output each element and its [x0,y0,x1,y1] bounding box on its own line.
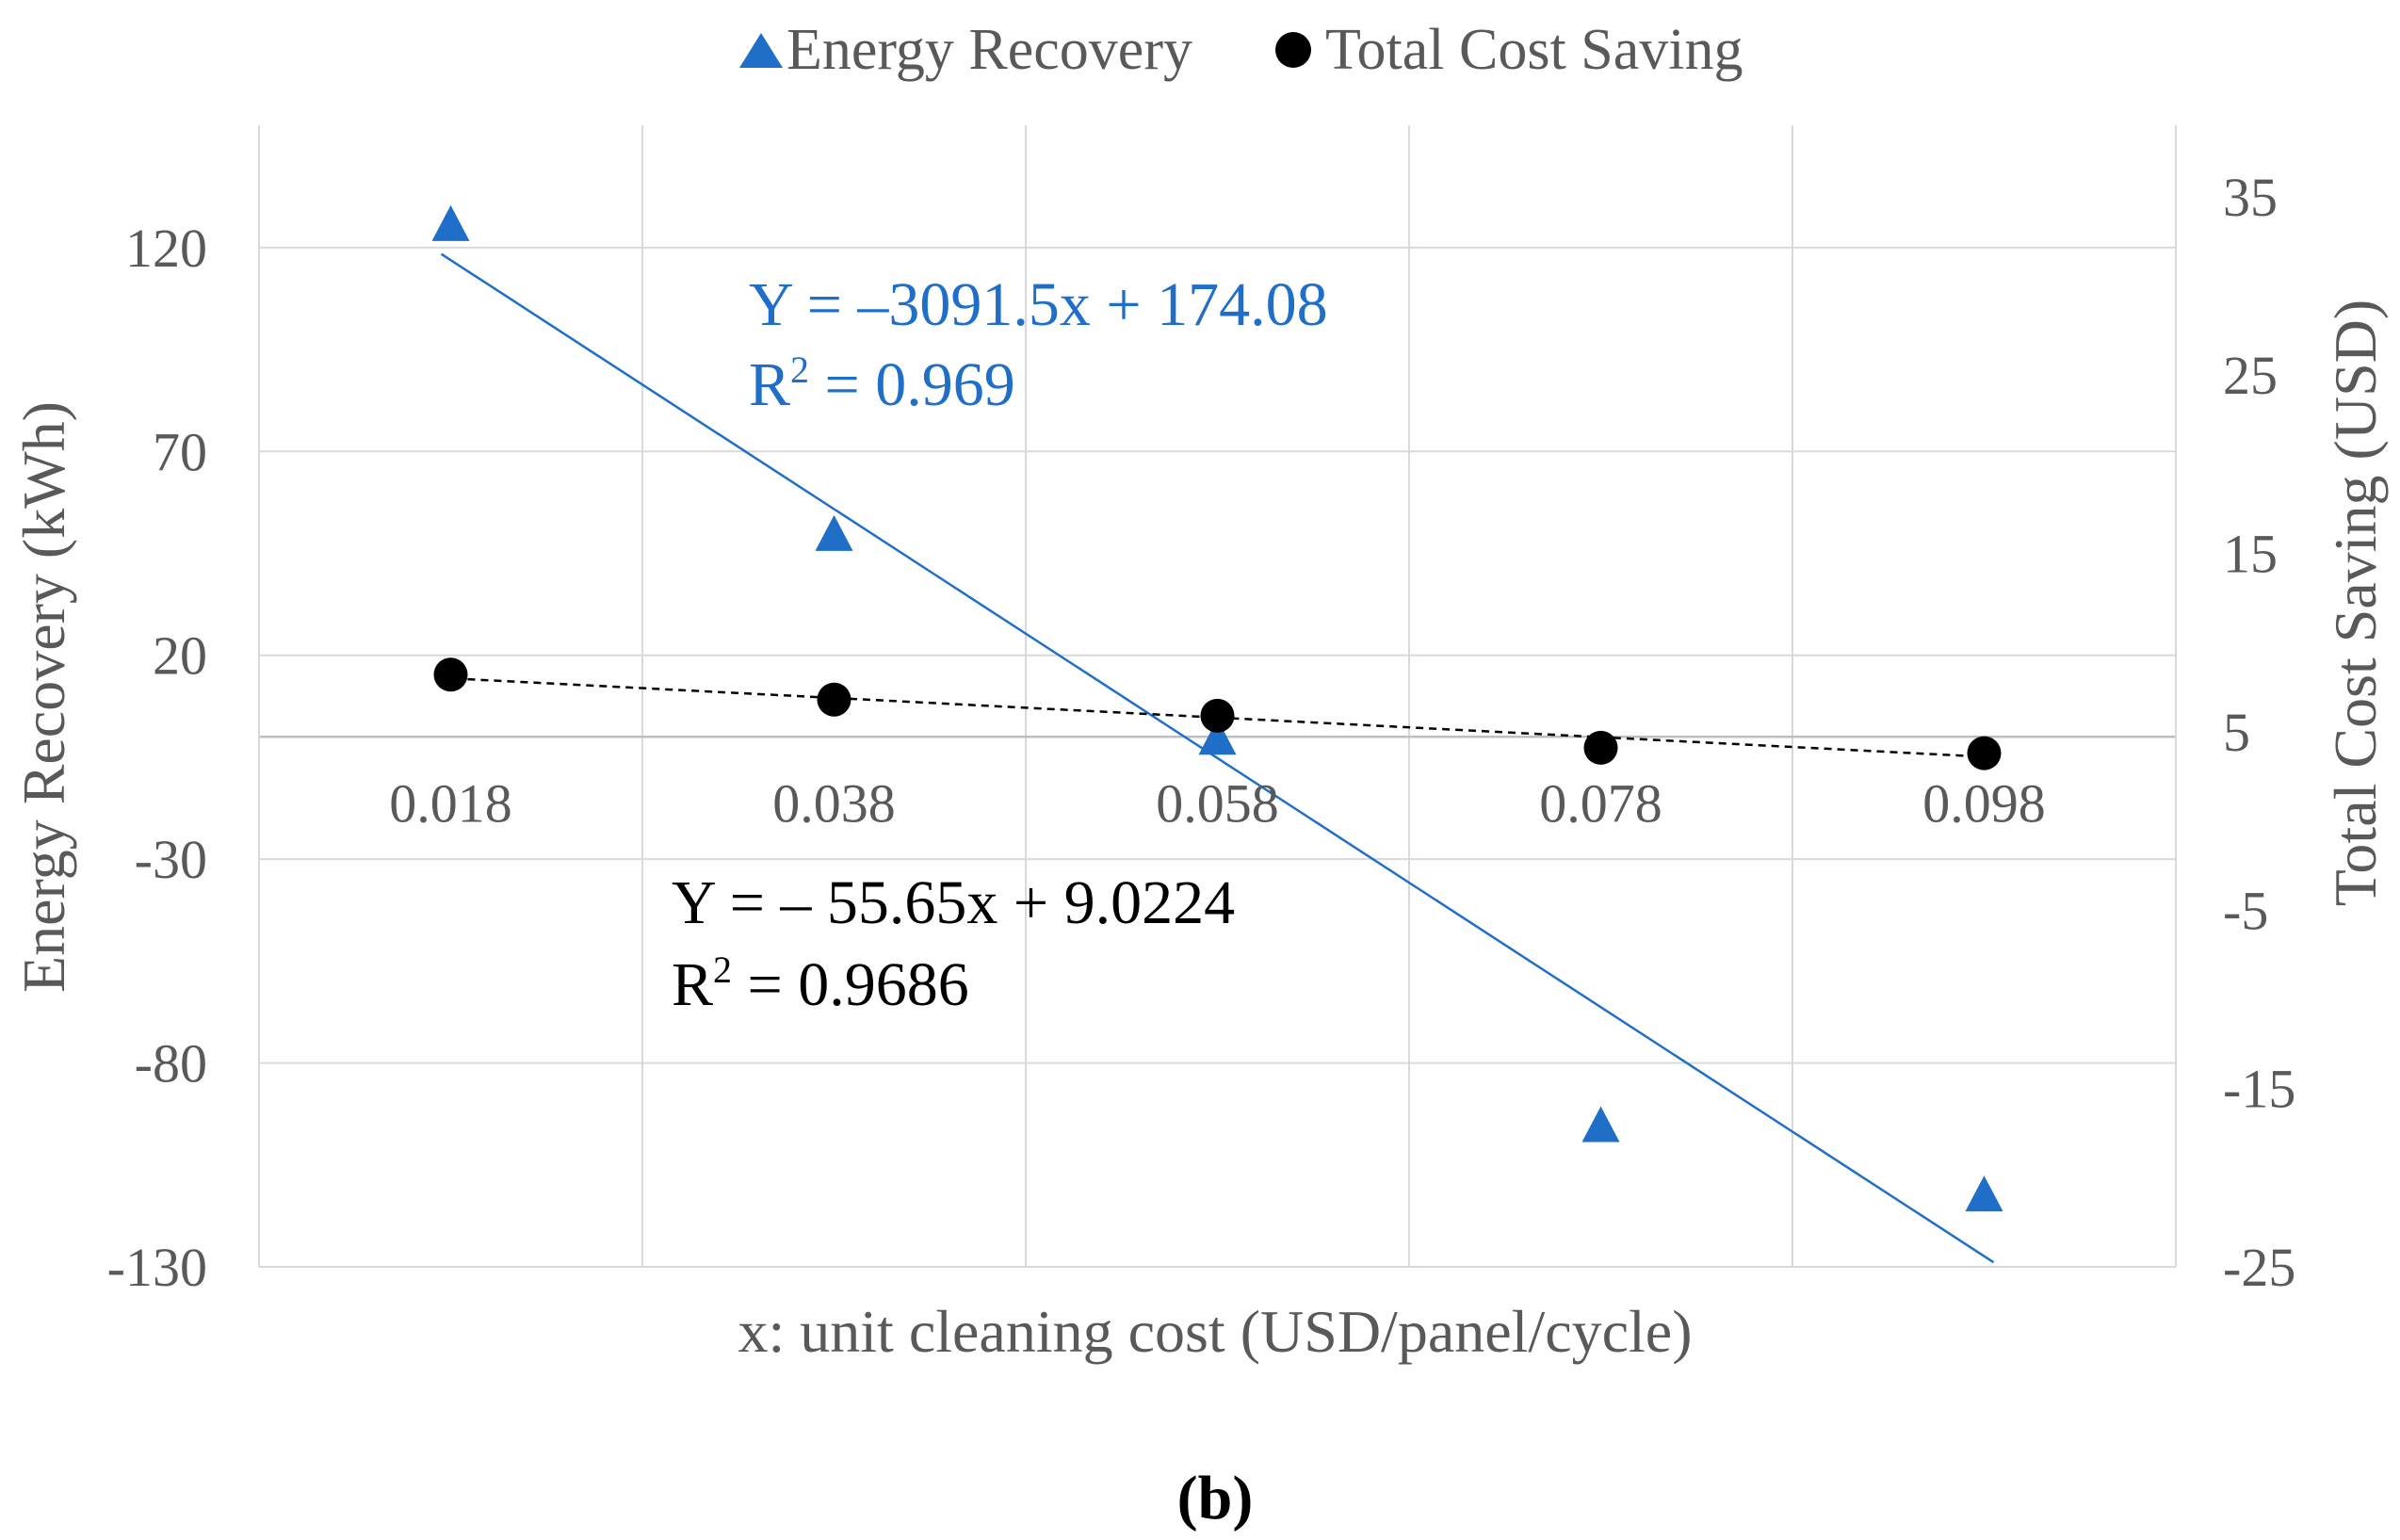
left-y-axis-ticks: 120 70 20 -30 -80 -130 [107,218,207,1298]
energy-recovery-point [1198,719,1237,755]
right-y-axis-title: Total Cost Saving (USD) [2322,300,2389,906]
right-y-tick-label: 35 [2223,167,2278,228]
x-tick-label: 0.018 [389,772,512,834]
x-axis-ticks: 0.018 0.038 0.058 0.078 0.098 [389,772,2046,834]
total-cost-saving-equation-line: Y = – 55.65x + 9.0224 [672,868,1235,937]
r2-superscript: 2 [713,948,732,991]
total-cost-saving-point [1967,736,2002,770]
plot-frame [258,125,2177,1267]
legend-item-total-cost-saving: Total Cost Saving [1275,18,1743,82]
energy-recovery-equation: Y = –3091.5x + 174.08 R2 = 0.969 [749,270,1328,419]
left-y-axis-title: Energy Recovery (kWh) [10,401,77,993]
right-y-tick-label: -15 [2223,1059,2295,1120]
energy-recovery-point [1965,1175,2003,1212]
r2-value: = 0.9686 [732,950,969,1019]
circle-marker-icon [1275,32,1311,68]
total-cost-saving-point [817,682,851,717]
data-markers [431,204,2003,1212]
energy-recovery-equation-line: Y = –3091.5x + 174.08 [749,270,1328,339]
left-y-tick-label: -30 [135,829,207,890]
energy-recovery-r2-line: R2 = 0.969 [749,349,1015,419]
right-y-axis-ticks: 35 25 15 5 -5 -15 -25 [2223,167,2295,1298]
r2-prefix: R [672,950,713,1019]
right-y-tick-label: -25 [2223,1237,2295,1298]
total-cost-saving-r2-line: R2 = 0.9686 [672,948,969,1019]
legend-label-energy-recovery: Energy Recovery [786,18,1192,82]
legend-label-total-cost-saving: Total Cost Saving [1325,18,1743,82]
x-tick-label: 0.078 [1539,772,1662,834]
x-tick-label: 0.058 [1156,772,1279,834]
left-y-tick-label: -80 [135,1033,207,1094]
right-y-tick-label: 15 [2223,524,2278,585]
x-tick-label: 0.038 [772,772,896,834]
left-y-tick-label: -130 [107,1237,207,1298]
r2-prefix: R [749,350,790,419]
total-cost-saving-point [433,657,468,692]
x-tick-label: 0.098 [1922,772,2046,834]
right-y-tick-label: 5 [2223,702,2250,763]
x-axis-title: x: unit cleaning cost (USD/panel/cycle) [738,1298,1692,1365]
legend: Energy Recovery Total Cost Saving [739,18,1743,82]
panel-label: (b) [1177,1464,1254,1532]
total-cost-saving-point [1583,730,1618,765]
energy-recovery-point [815,514,853,551]
total-cost-saving-trendline [441,676,1994,759]
triangle-marker-icon [739,33,783,68]
total-cost-saving-point [1200,698,1235,733]
r2-value: = 0.969 [809,350,1015,419]
energy-recovery-point [431,204,470,241]
legend-item-energy-recovery: Energy Recovery [739,18,1192,82]
energy-recovery-trendline [440,252,1995,1264]
left-y-tick-label: 20 [153,625,207,687]
trendlines [440,252,1995,1264]
left-y-tick-label: 120 [125,218,207,279]
total-cost-saving-equation: Y = – 55.65x + 9.0224 R2 = 0.9686 [672,868,1235,1019]
r2-superscript: 2 [790,349,809,391]
right-y-tick-label: -5 [2223,880,2268,941]
right-y-tick-label: 25 [2223,345,2278,406]
left-y-tick-label: 70 [153,421,207,482]
energy-recovery-point [1581,1106,1620,1143]
